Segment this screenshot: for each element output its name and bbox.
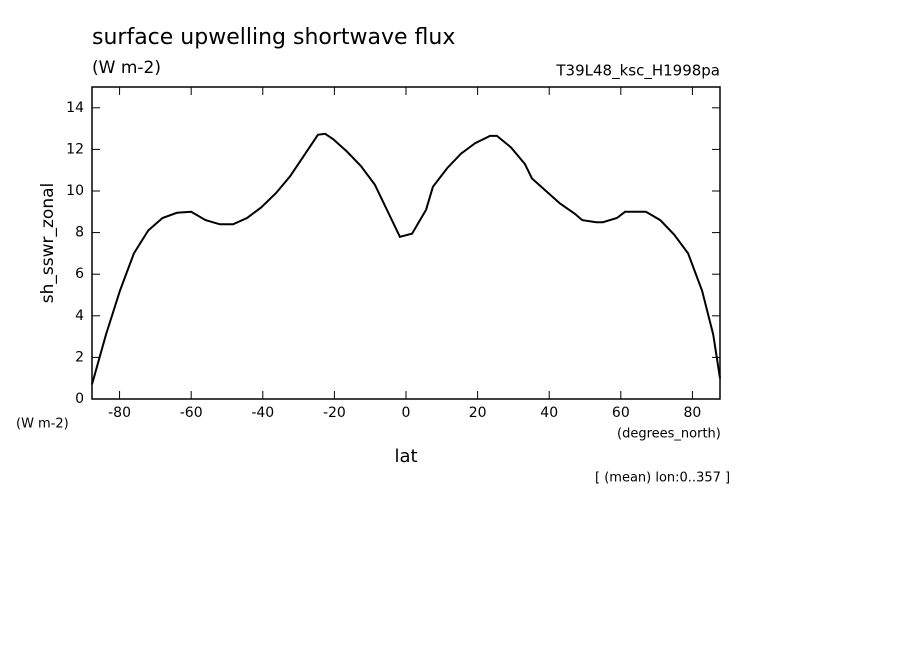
chart-subtitle: (W m-2) [92, 58, 161, 78]
y-tick-label: 0 [75, 391, 84, 407]
x-tick-label: -60 [180, 405, 203, 421]
y-tick-label: 12 [66, 141, 84, 157]
y-axis-label: sh_sswr_zonal [38, 183, 58, 303]
plot-frame [91, 86, 721, 400]
x-tick-label: -40 [251, 405, 274, 421]
y-unit: (W m-2) [16, 417, 69, 432]
x-tick-label: 40 [540, 405, 558, 421]
x-tick-label: 20 [469, 405, 487, 421]
y-tick-label: 6 [75, 266, 84, 282]
footnote: [ (mean) lon:0..357 ] [595, 471, 730, 486]
x-axis-label: lat [394, 446, 417, 467]
data-line [91, 132, 721, 385]
x-unit: (degrees_north) [617, 427, 721, 442]
x-tick-label: -80 [108, 405, 131, 421]
run-label: T39L48_ksc_H1998pa [555, 62, 720, 81]
x-tick-label: 80 [684, 405, 702, 421]
x-tick-label: 0 [402, 405, 411, 421]
y-tick-label: 14 [66, 100, 84, 116]
y-tick-label: 10 [66, 183, 84, 199]
y-tick-label: 4 [75, 308, 84, 324]
x-tick-label: -20 [323, 405, 346, 421]
x-tick-label: 60 [612, 405, 630, 421]
y-tick-label: 8 [75, 225, 84, 241]
chart-title: surface upwelling shortwave flux [92, 25, 455, 50]
y-tick-label: 2 [75, 349, 84, 365]
